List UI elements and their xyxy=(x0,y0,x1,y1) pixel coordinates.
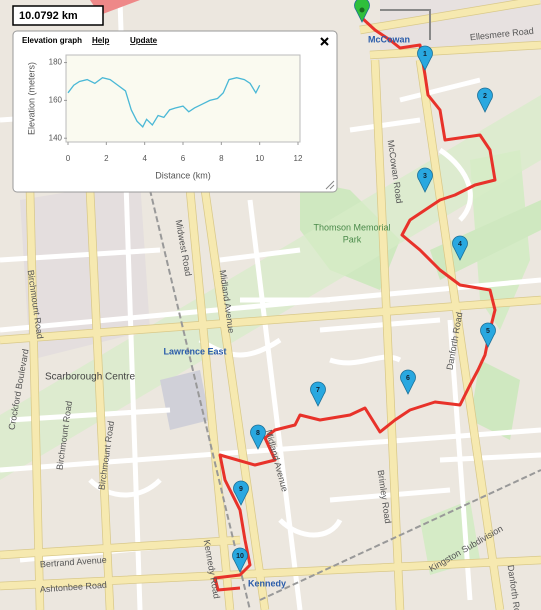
x-axis-label: Distance (km) xyxy=(155,170,211,180)
elevation-line xyxy=(67,76,261,128)
waypoint-marker xyxy=(400,369,416,395)
waypoint-number: 9 xyxy=(239,486,243,493)
x-tick-label: 12 xyxy=(294,154,303,163)
station-label: McCowan xyxy=(368,34,410,44)
x-tick-label: 4 xyxy=(142,154,147,163)
route xyxy=(213,16,497,592)
waypoint-number: 1 xyxy=(423,51,427,58)
waypoint-marker xyxy=(477,87,493,113)
waypoint-number: 2 xyxy=(483,93,487,100)
y-axis-label: Elevation (meters) xyxy=(26,62,36,135)
waypoint-number: 10 xyxy=(236,553,244,560)
y-tick-label: 160 xyxy=(49,96,63,105)
x-tick-label: 0 xyxy=(66,154,71,163)
distance-box xyxy=(12,5,104,26)
park-label: Thomson Memorial xyxy=(313,222,390,232)
waypoint-marker xyxy=(250,424,266,450)
park xyxy=(470,360,520,440)
distance: 10.0792 km xyxy=(19,10,78,22)
waypoint-marker xyxy=(480,322,496,348)
y-tick-label: 140 xyxy=(49,133,63,142)
park xyxy=(430,200,541,280)
waypoint-number: 3 xyxy=(423,173,427,180)
street-label: Bertrand Avenue xyxy=(40,555,107,570)
start-dot xyxy=(359,7,365,13)
x-tick-label: 10 xyxy=(255,154,264,163)
waypoint-marker xyxy=(417,45,433,71)
waypoint-number: 4 xyxy=(458,241,462,248)
update-link[interactable]: Update xyxy=(130,36,158,45)
waypoint-number: 8 xyxy=(256,430,260,437)
railway xyxy=(259,469,541,601)
close-button[interactable] xyxy=(320,37,329,46)
waypoint-marker xyxy=(233,480,249,506)
y-tick-label: 180 xyxy=(49,58,63,67)
station-label: Lawrence East xyxy=(163,346,226,356)
place-label: Scarborough Centre xyxy=(45,372,135,383)
x-tick-label: 6 xyxy=(181,154,186,163)
waypoint-marker xyxy=(310,381,326,407)
resize-grip[interactable] xyxy=(325,180,335,190)
waypoint-number: 6 xyxy=(406,375,410,382)
waypoint-number: 7 xyxy=(316,387,320,394)
panel-title: Elevation graph xyxy=(22,36,82,45)
street-label: Ashtonbee Road xyxy=(40,580,108,595)
park-label: Park xyxy=(343,234,362,244)
x-tick-label: 8 xyxy=(219,154,224,163)
railway xyxy=(380,9,431,40)
waypoint-number: 5 xyxy=(486,328,490,335)
plot-area xyxy=(65,54,301,143)
industrial xyxy=(160,370,210,430)
help-link[interactable]: Help xyxy=(92,36,109,45)
commercial xyxy=(20,180,150,360)
hydro-corridor xyxy=(0,95,541,480)
x-tick-label: 2 xyxy=(104,154,109,163)
waypoint-marker xyxy=(417,167,433,193)
station-label: Kennedy xyxy=(248,578,286,588)
waypoint-marker xyxy=(232,547,248,573)
waypoint-marker xyxy=(452,235,468,261)
